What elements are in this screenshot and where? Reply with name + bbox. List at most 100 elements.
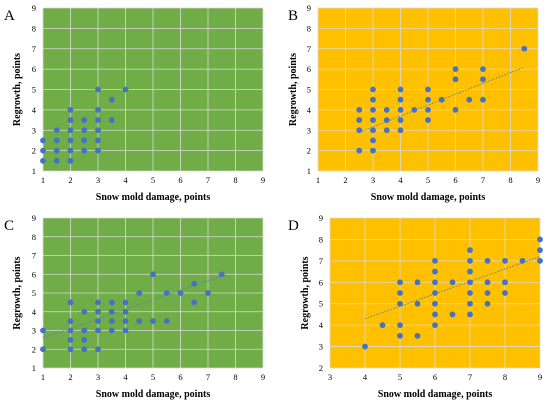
x-axis-title: Snow mold damage, points — [96, 192, 211, 203]
data-point — [432, 290, 438, 296]
y-tick-label: 6 — [307, 64, 311, 74]
data-point — [67, 327, 74, 334]
y-tick-label: 4 — [307, 105, 312, 115]
x-tick-label: 6 — [433, 372, 437, 382]
data-point — [370, 127, 376, 134]
data-point — [414, 332, 421, 339]
data-point — [467, 300, 473, 307]
x-tick-label: 9 — [261, 175, 265, 185]
data-point — [53, 157, 60, 164]
data-point — [122, 86, 129, 93]
data-point — [370, 96, 376, 103]
data-point — [53, 137, 60, 144]
data-point — [467, 268, 473, 275]
y-tick-label: 9 — [307, 3, 311, 13]
data-point — [108, 299, 115, 306]
data-point — [397, 279, 403, 286]
data-point — [432, 300, 438, 307]
data-point — [397, 86, 404, 93]
data-point — [81, 336, 88, 343]
trendline — [359, 66, 525, 133]
data-point — [502, 257, 508, 264]
data-point — [95, 117, 101, 123]
y-tick-label: 3 — [32, 326, 36, 336]
data-point — [480, 76, 486, 83]
data-point — [81, 346, 88, 353]
data-point — [425, 117, 431, 123]
data-point — [432, 268, 438, 275]
data-point — [40, 157, 46, 164]
x-tick-label: 9 — [261, 372, 265, 382]
data-point — [205, 290, 211, 296]
data-point — [95, 147, 101, 154]
x-tick-label: 8 — [508, 175, 512, 185]
y-tick-label: 2 — [319, 363, 323, 373]
data-point — [67, 346, 74, 353]
data-point — [81, 147, 88, 154]
y-tick-label: 2 — [32, 146, 36, 156]
data-point — [95, 299, 101, 306]
data-point — [136, 318, 143, 325]
data-point — [414, 279, 421, 286]
data-point — [521, 45, 528, 52]
x-tick-label: 3 — [96, 372, 100, 382]
data-point — [67, 117, 74, 123]
y-tick-label: 9 — [32, 213, 36, 223]
y-tick-label: 8 — [307, 23, 311, 33]
x-tick-label: 3 — [328, 372, 332, 382]
data-point — [432, 311, 438, 318]
y-tick-label: 9 — [319, 213, 323, 223]
data-point — [362, 343, 368, 350]
data-point — [379, 322, 386, 329]
data-point — [466, 96, 473, 103]
y-tick-label: 1 — [32, 363, 36, 373]
data-point — [95, 127, 101, 134]
data-point — [108, 117, 115, 123]
data-point — [397, 96, 404, 103]
data-point — [480, 96, 486, 103]
x-tick-label: 4 — [123, 175, 128, 185]
trendline — [364, 256, 541, 320]
data-point — [414, 300, 421, 307]
data-point — [452, 66, 459, 73]
data-point — [95, 308, 101, 315]
y-tick-label: 7 — [32, 251, 36, 261]
data-point — [108, 318, 115, 325]
data-point — [467, 257, 473, 264]
data-point — [397, 332, 403, 339]
data-point — [425, 96, 431, 103]
data-point — [537, 247, 543, 254]
y-tick-label: 3 — [307, 125, 311, 135]
x-tick-label: 2 — [68, 372, 72, 382]
y-tick-label: 4 — [32, 105, 37, 115]
data-point — [397, 117, 404, 123]
y-tick-label: 7 — [319, 256, 323, 266]
x-tick-label: 4 — [363, 372, 368, 382]
x-axis-title: Snow mold damage, points — [378, 389, 493, 400]
data-point — [370, 147, 376, 154]
data-point — [95, 327, 101, 334]
data-point — [356, 117, 363, 123]
data-point — [449, 311, 456, 318]
data-point — [397, 290, 403, 296]
x-tick-label: 6 — [178, 372, 182, 382]
x-axis-title: Snow mold damage, points — [96, 389, 211, 400]
y-tick-label: 3 — [319, 342, 323, 352]
y-tick-label: 3 — [32, 125, 36, 135]
data-point — [163, 290, 170, 296]
data-point — [432, 279, 438, 286]
y-tick-label: 6 — [32, 269, 36, 279]
data-point — [81, 137, 88, 144]
y-tick-label: 4 — [319, 320, 324, 330]
data-point — [356, 127, 363, 134]
chart-panel-b: B 1 2 3 4 5 6 7 8 9 1 2 3 4 5 6 7 8 9 Snow mold damage, poi… — [288, 3, 540, 203]
data-point — [150, 318, 156, 325]
x-tick-label: 1 — [41, 372, 45, 382]
panel-letter: C — [4, 218, 14, 234]
x-tick-label: 9 — [536, 175, 540, 185]
y-tick-label: 5 — [319, 299, 323, 309]
data-point — [467, 279, 473, 286]
data-point — [452, 106, 459, 113]
data-point — [452, 76, 459, 83]
